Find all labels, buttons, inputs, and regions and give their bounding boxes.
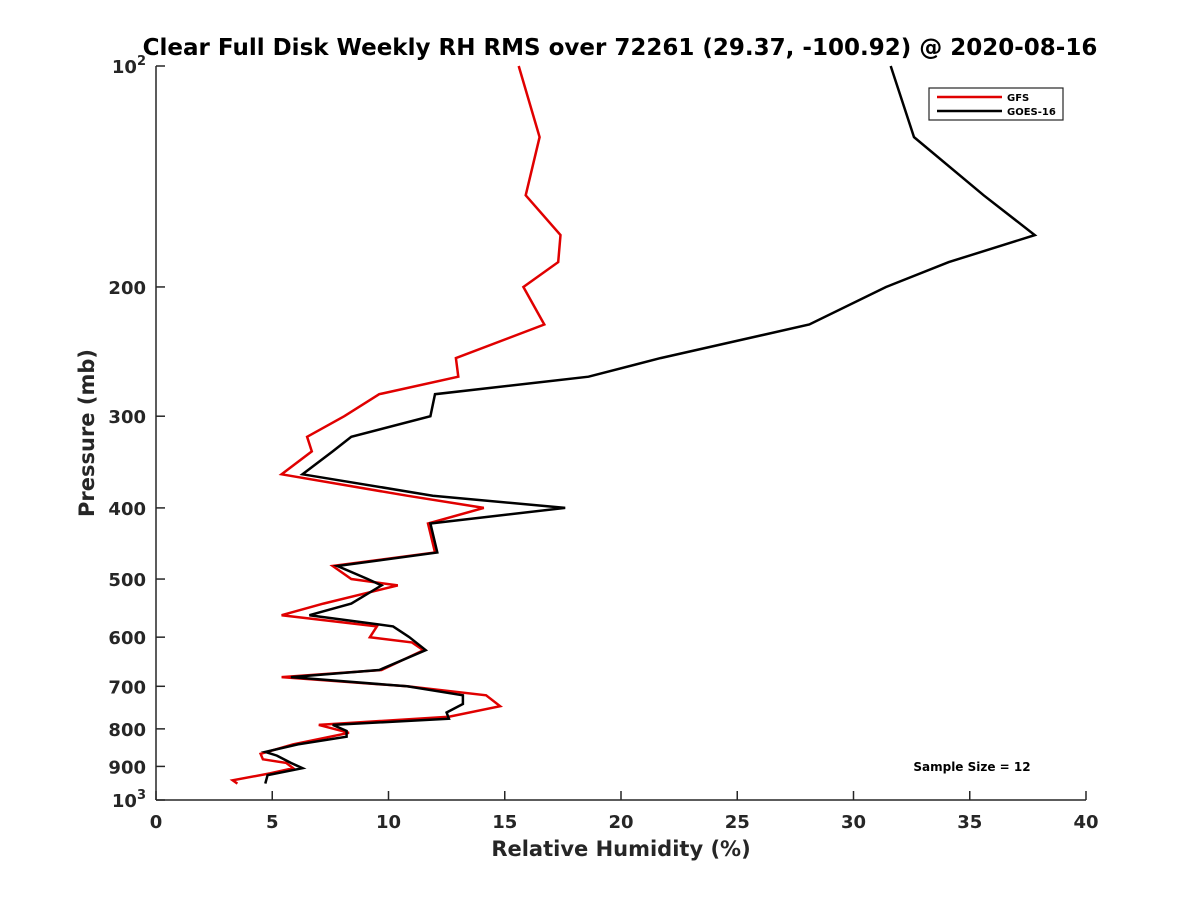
y-tick-label: 900 xyxy=(108,757,146,778)
x-tick-label: 35 xyxy=(957,812,982,833)
x-tick-label: 15 xyxy=(492,812,517,833)
y-tick-label: 102 xyxy=(112,54,146,78)
x-tick-label: 25 xyxy=(725,812,750,833)
series-line-goes-16 xyxy=(260,65,1038,784)
x-axis-label: Relative Humidity (%) xyxy=(491,837,750,861)
x-tick-label: 30 xyxy=(841,812,866,833)
chart-title: Clear Full Disk Weekly RH RMS over 72261… xyxy=(143,35,1098,61)
y-tick-label: 600 xyxy=(108,628,146,649)
y-axis-label: Pressure (mb) xyxy=(75,349,99,517)
x-tick-label: 0 xyxy=(150,812,163,833)
y-tick-label: 800 xyxy=(108,720,146,741)
x-tick-label: 20 xyxy=(608,812,633,833)
x-tick-label: 40 xyxy=(1073,812,1098,833)
legend-label-goes16: GOES-16 xyxy=(1007,107,1056,118)
x-ticks: 0 5 10 15 20 25 30 35 40 xyxy=(150,791,1099,833)
legend-box xyxy=(928,87,1064,121)
y-tick-label: 200 xyxy=(108,278,146,299)
x-tick-label: 10 xyxy=(376,812,401,833)
sample-size-note: Sample Size = 12 xyxy=(913,760,1030,774)
series-layer xyxy=(229,65,1038,785)
legend: GFS GOES-16 xyxy=(928,87,1064,121)
y-tick-label: 103 xyxy=(112,788,146,812)
y-ticks: 102 200 300 400 500 600 700 800 900 103 xyxy=(108,54,165,812)
y-tick-label: 300 xyxy=(108,407,146,428)
y-tick-label: 700 xyxy=(108,677,146,698)
legend-label-gfs: GFS xyxy=(1007,93,1029,104)
y-tick-label: 500 xyxy=(108,570,146,591)
y-tick-label: 400 xyxy=(108,499,146,520)
x-tick-label: 5 xyxy=(266,812,279,833)
